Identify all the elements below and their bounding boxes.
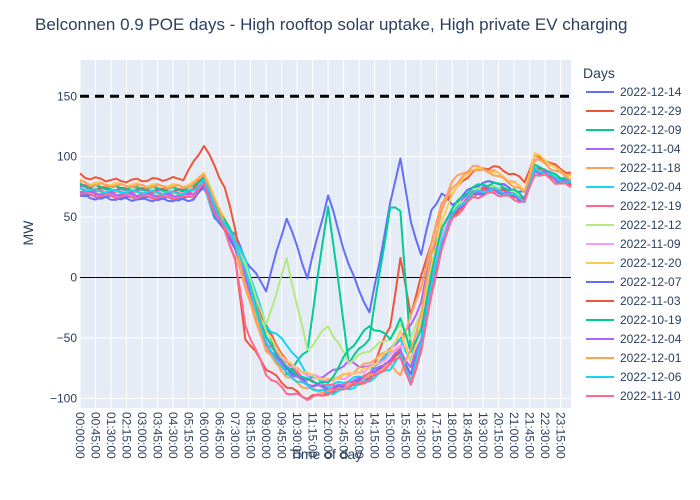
legend-label: 2022-11-10 <box>620 389 681 403</box>
legend-label: 2022-12-09 <box>620 123 682 137</box>
legend-item-2022-12-09[interactable]: 2022-12-09 <box>586 123 682 137</box>
legend-item-2022-02-04[interactable]: 2022-02-04 <box>586 180 682 194</box>
x-tick-label: 17:15:00 <box>430 412 444 459</box>
x-tick-label: 03:00:00 <box>135 412 149 459</box>
x-tick-label: 07:30:00 <box>228 412 242 459</box>
legend-label: 2022-12-29 <box>620 104 682 118</box>
legend-label: 2022-02-04 <box>620 180 682 194</box>
legend-label: 2022-12-01 <box>620 351 682 365</box>
y-tick-labels: −100 −50 0 50 100 150 <box>50 89 77 405</box>
legend-label: 2022-12-19 <box>620 199 682 213</box>
x-tick-label: 06:00:00 <box>197 412 211 459</box>
x-tick-label: 04:30:00 <box>166 412 180 459</box>
legend-item-2022-11-03[interactable]: 2022-11-03 <box>586 294 681 308</box>
x-tick-label: 14:15:00 <box>368 412 382 459</box>
legend-item-2022-12-04[interactable]: 2022-12-04 <box>586 332 682 346</box>
legend-item-2022-12-29[interactable]: 2022-12-29 <box>586 104 682 118</box>
legend-item-2022-11-09[interactable]: 2022-11-09 <box>586 237 681 251</box>
x-tick-label: 06:45:00 <box>213 412 227 459</box>
y-tick-label: 100 <box>57 150 77 164</box>
x-tick-label: 18:00:00 <box>445 412 459 459</box>
x-tick-label: 09:00:00 <box>259 412 273 459</box>
x-tick-label: 13:30:00 <box>352 412 366 459</box>
legend-label: 2022-12-20 <box>620 256 682 270</box>
x-tick-label: 02:15:00 <box>120 412 134 459</box>
x-tick-label: 21:45:00 <box>523 412 537 459</box>
legend-item-2022-10-19[interactable]: 2022-10-19 <box>586 313 682 327</box>
x-tick-label: 21:00:00 <box>507 412 521 459</box>
series-lines <box>79 145 572 402</box>
x-tick-label: 01:30:00 <box>104 412 118 459</box>
x-tick-label: 11:15:00 <box>306 412 320 458</box>
series-line-2022-12-06 <box>79 167 572 396</box>
legend-item-2022-12-19[interactable]: 2022-12-19 <box>586 199 682 213</box>
x-tick-label: 15:00:00 <box>383 412 397 459</box>
legend-item-2022-11-10[interactable]: 2022-11-10 <box>586 389 681 403</box>
legend: 2022-12-14 2022-12-29 2022-12-09 2022-11-04… <box>586 85 682 403</box>
reference-lines <box>80 94 571 278</box>
legend-item-2022-11-18[interactable]: 2022-11-18 <box>586 161 681 175</box>
legend-item-2022-12-14[interactable]: 2022-12-14 <box>586 85 682 99</box>
legend-item-2022-11-04[interactable]: 2022-11-04 <box>586 142 681 156</box>
legend-label: 2022-12-06 <box>620 370 682 384</box>
x-tick-label: 03:45:00 <box>151 412 165 459</box>
y-tick-label: 0 <box>70 271 77 285</box>
legend-label: 2022-10-19 <box>620 313 682 327</box>
legend-label: 2022-12-04 <box>620 332 682 346</box>
legend-label: 2022-11-18 <box>620 161 681 175</box>
x-tick-label: 16:30:00 <box>414 412 428 459</box>
legend-label: 2022-12-12 <box>620 218 682 232</box>
legend-label: 2022-12-07 <box>620 275 682 289</box>
x-tick-label: 09:45:00 <box>275 412 289 459</box>
legend-label: 2022-12-14 <box>620 85 682 99</box>
x-tick-label: 23:15:00 <box>554 412 568 459</box>
legend-title: Days <box>583 65 615 81</box>
x-tick-label: 08:15:00 <box>244 412 258 459</box>
x-tick-label: 12:00:00 <box>321 412 335 459</box>
y-tick-label: 150 <box>57 89 77 103</box>
legend-label: 2022-11-09 <box>620 237 681 251</box>
legend-item-2022-12-01[interactable]: 2022-12-01 <box>586 351 682 365</box>
legend-item-2022-12-06[interactable]: 2022-12-06 <box>586 370 682 384</box>
legend-label: 2022-11-03 <box>620 294 681 308</box>
x-axis-title: Time of day <box>290 446 363 462</box>
x-tick-label: 18:45:00 <box>461 412 475 459</box>
legend-item-2022-12-20[interactable]: 2022-12-20 <box>586 256 682 270</box>
series-line-2022-11-10 <box>79 173 572 402</box>
x-tick-labels: 00:00:00 00:45:00 01:30:00 02:15:00 03:00:00… <box>73 412 568 459</box>
legend-label: 2022-11-04 <box>620 142 681 156</box>
x-tick-label: 19:30:00 <box>476 412 490 459</box>
x-tick-label: 00:00:00 <box>73 412 87 459</box>
y-tick-label: −100 <box>50 391 77 405</box>
x-tick-label: 05:15:00 <box>182 412 196 459</box>
series-line-2022-10-19 <box>79 163 572 385</box>
x-tick-label: 15:45:00 <box>399 412 413 459</box>
x-tick-label: 12:45:00 <box>337 412 351 459</box>
legend-item-2022-12-07[interactable]: 2022-12-07 <box>586 275 682 289</box>
y-tick-label: 50 <box>64 210 78 224</box>
y-tick-label: −50 <box>57 331 78 345</box>
legend-item-2022-12-12[interactable]: 2022-12-12 <box>586 218 682 232</box>
x-tick-label: 10:30:00 <box>290 412 304 459</box>
x-tick-label: 00:45:00 <box>89 412 103 459</box>
y-axis-title: MW <box>20 220 36 246</box>
series-line-2022-12-29 <box>79 145 572 394</box>
x-tick-label: 20:15:00 <box>492 412 506 459</box>
x-tick-label: 22:30:00 <box>538 412 552 459</box>
plot-area <box>80 60 571 408</box>
chart-title: Belconnen 0.9 POE days - High rooftop so… <box>35 15 628 34</box>
